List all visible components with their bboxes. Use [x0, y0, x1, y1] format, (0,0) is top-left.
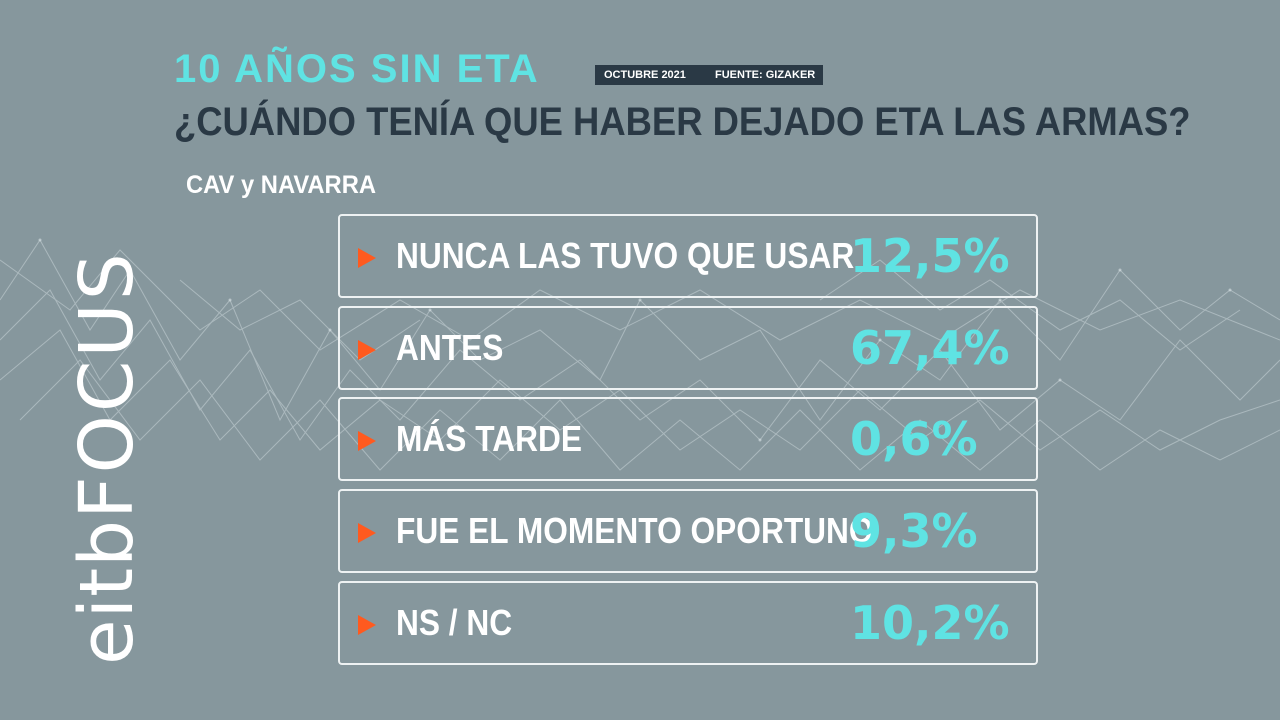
- answer-label: ANTES: [396, 327, 504, 368]
- answer-row: FUE EL MOMENTO OPORTUNO 9,3%: [338, 489, 1038, 573]
- answer-value: 10,2%: [850, 596, 1010, 650]
- answer-row: MÁS TARDE 0,6%: [338, 397, 1038, 481]
- logo-focus: FOCUS: [64, 250, 150, 519]
- region-subtitle: CAV y NAVARRA: [186, 171, 377, 199]
- eitb-focus-logo: eitbFOCUS: [64, 250, 150, 665]
- answer-row: ANTES 67,4%: [338, 306, 1038, 390]
- answer-label: NUNCA LAS TUVO QUE USAR: [396, 235, 855, 276]
- survey-date: OCTUBRE 2021: [604, 69, 686, 81]
- answer-value: 67,4%: [850, 321, 1010, 375]
- answer-value: 0,6%: [850, 412, 978, 466]
- meta-box: OCTUBRE 2021 FUENTE: GIZAKER: [595, 65, 823, 85]
- survey-source: FUENTE: GIZAKER: [715, 69, 816, 81]
- question-title: ¿CUÁNDO TENÍA QUE HABER DEJADO ETA LAS A…: [174, 100, 1191, 144]
- section-kicker: 10 AÑOS SIN ETA: [174, 47, 540, 91]
- arrow-right-icon: [358, 615, 376, 635]
- arrow-right-icon: [358, 248, 376, 268]
- answer-row: NUNCA LAS TUVO QUE USAR 12,5%: [338, 214, 1038, 298]
- answer-label: NS / NC: [396, 602, 513, 643]
- answer-label: MÁS TARDE: [396, 418, 582, 459]
- arrow-right-icon: [358, 340, 376, 360]
- arrow-right-icon: [358, 523, 376, 543]
- logo-eitb: eitb: [64, 518, 150, 665]
- answer-row: NS / NC 10,2%: [338, 581, 1038, 665]
- answer-value: 9,3%: [850, 504, 978, 558]
- answer-label: FUE EL MOMENTO OPORTUNO: [396, 510, 874, 551]
- arrow-right-icon: [358, 431, 376, 451]
- answer-value: 12,5%: [850, 229, 1010, 283]
